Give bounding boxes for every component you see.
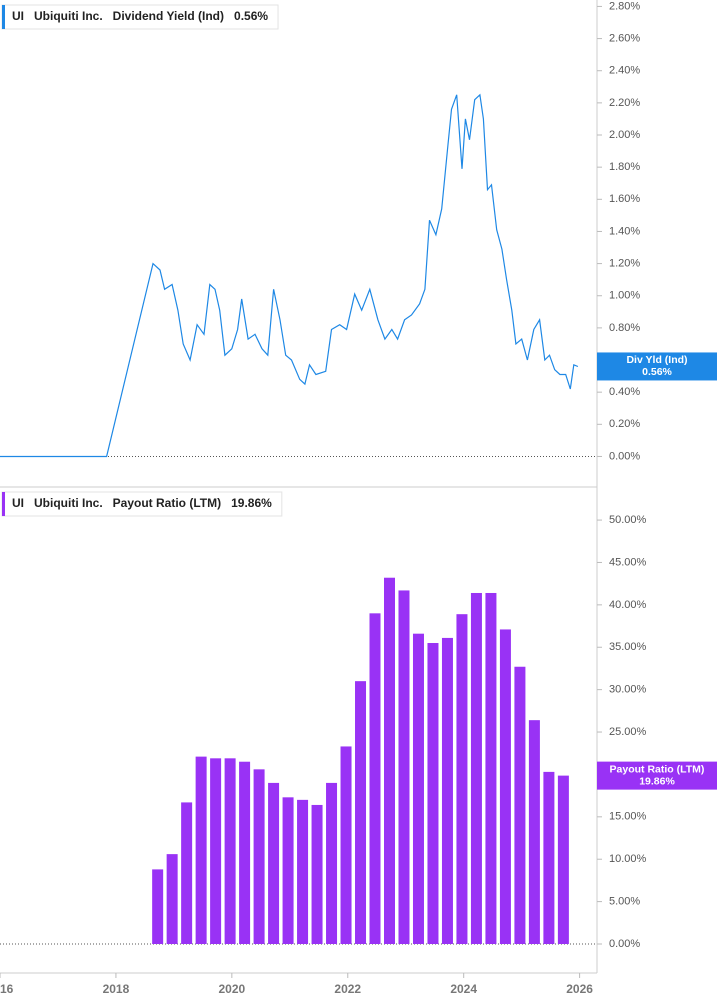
bar <box>355 681 367 945</box>
y-tick-label: 2.00% <box>609 129 640 141</box>
bar <box>427 643 439 945</box>
bar <box>528 720 540 945</box>
header-ticker: UI <box>12 9 24 23</box>
bar <box>210 758 222 945</box>
badge-value: 19.86% <box>639 775 675 787</box>
bar <box>195 756 207 945</box>
badge-label: Payout Ratio (LTM) <box>610 763 705 775</box>
x-tick-label: 2024 <box>450 982 477 996</box>
header-metric: Dividend Yield (Ind) <box>113 9 224 23</box>
badge-label: Div Yld (Ind) <box>626 354 687 366</box>
header-stripe <box>2 5 5 29</box>
bar <box>152 869 164 945</box>
bar <box>297 799 309 945</box>
bar <box>557 775 569 945</box>
y-tick-label: 0.00% <box>609 938 640 950</box>
header-ticker: UI <box>12 496 24 510</box>
y-tick-label: 1.60% <box>609 193 640 205</box>
bar <box>499 629 511 945</box>
bar <box>441 637 453 945</box>
bar <box>181 802 193 945</box>
y-tick-label: 2.20% <box>609 97 640 109</box>
badge-value: 0.56% <box>642 366 672 378</box>
y-tick-label: 50.00% <box>609 514 647 526</box>
x-tick-label: 2022 <box>334 982 361 996</box>
bar <box>514 666 526 945</box>
header-company: Ubiquiti Inc. <box>34 496 103 510</box>
legend-header: UI Ubiquiti Inc. Payout Ratio (LTM) 19.86% <box>1 491 283 517</box>
yield-line <box>0 93 579 458</box>
bar <box>253 769 265 945</box>
y-tick-label: 1.80% <box>609 161 640 173</box>
header-box <box>1 491 283 517</box>
value-badge <box>597 352 717 381</box>
x-tick-label: 2020 <box>218 982 245 996</box>
legend-header: UI Ubiquiti Inc. Dividend Yield (Ind) 0.56% <box>1 4 279 30</box>
y-tick-label: 0.20% <box>609 418 640 430</box>
bar <box>398 590 410 945</box>
y-tick-label: 35.00% <box>609 641 647 653</box>
bar <box>470 592 482 945</box>
y-tick-label: 2.60% <box>609 32 640 44</box>
y-tick-label: 25.00% <box>609 726 647 738</box>
bar <box>326 782 338 945</box>
bar <box>543 771 555 945</box>
bar <box>383 577 395 945</box>
x-tick-label: 2026 <box>566 982 593 996</box>
x-tick-label: 2016 <box>0 982 14 996</box>
y-tick-label: 30.00% <box>609 684 647 696</box>
header-metric: Payout Ratio (LTM) <box>113 496 221 510</box>
y-tick-label: 1.20% <box>609 257 640 269</box>
y-tick-label: 40.00% <box>609 599 647 611</box>
bar <box>239 761 251 945</box>
bar <box>224 758 236 945</box>
y-tick-label: 2.80% <box>609 0 640 12</box>
bar <box>166 854 178 945</box>
bar <box>412 633 424 945</box>
bar <box>456 614 468 945</box>
header-value: 0.56% <box>234 9 268 23</box>
y-tick-label: 45.00% <box>609 556 647 568</box>
bar <box>268 782 280 945</box>
bar <box>282 797 294 945</box>
value-badge <box>597 761 717 790</box>
bar <box>485 592 497 945</box>
header-value: 19.86% <box>231 496 272 510</box>
bar <box>340 746 352 945</box>
y-tick-label: 10.00% <box>609 853 647 865</box>
y-tick-label: 0.00% <box>609 450 640 462</box>
bar <box>369 613 381 945</box>
y-tick-label: 15.00% <box>609 811 647 823</box>
y-tick-label: 1.40% <box>609 225 640 237</box>
y-tick-label: 2.40% <box>609 65 640 77</box>
header-stripe <box>2 492 5 516</box>
x-tick-label: 2018 <box>103 982 130 996</box>
y-tick-label: 0.80% <box>609 322 640 334</box>
bar <box>311 804 323 945</box>
y-tick-label: 0.40% <box>609 386 640 398</box>
header-company: Ubiquiti Inc. <box>34 9 103 23</box>
y-tick-label: 1.00% <box>609 290 640 302</box>
y-tick-label: 5.00% <box>609 896 640 908</box>
